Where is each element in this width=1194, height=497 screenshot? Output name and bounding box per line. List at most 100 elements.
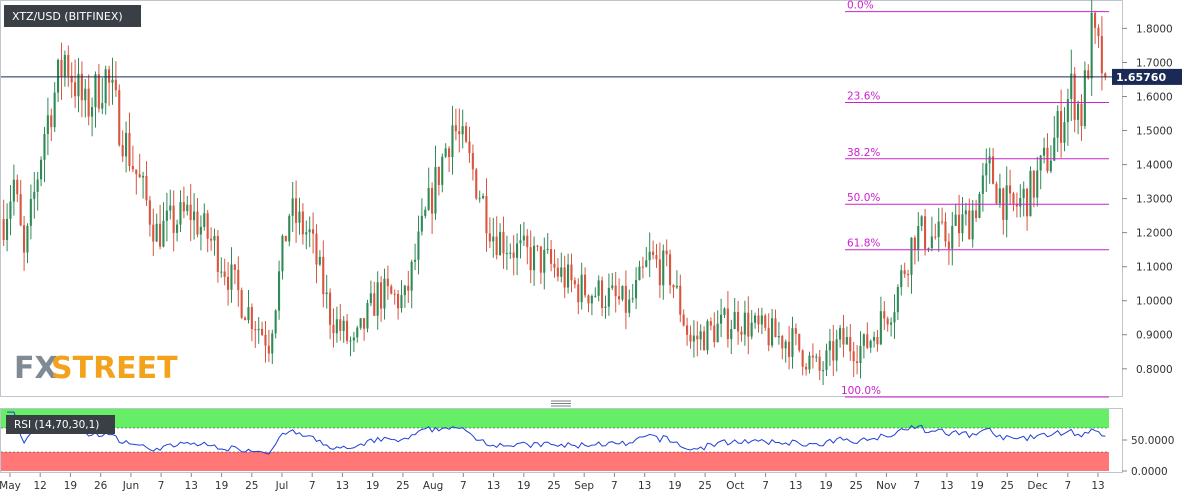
candle-body (533, 245, 536, 271)
candle-body (652, 251, 655, 255)
candle-body (825, 350, 828, 371)
candle-body (1063, 122, 1066, 143)
candle-body (2, 219, 5, 240)
time-tick-label: Nov (876, 480, 897, 492)
candle-body (1070, 73, 1073, 99)
fib-level-label: 23.6% (847, 91, 880, 103)
candle-body (363, 318, 366, 329)
candle-body (584, 274, 587, 296)
candle-body (9, 201, 12, 219)
candle-body (696, 335, 699, 340)
candle-body (380, 282, 383, 309)
candle-body (60, 59, 63, 77)
candle-body (80, 73, 83, 101)
candle-body (1046, 147, 1049, 172)
candle-body (189, 204, 192, 221)
candle-body (730, 329, 733, 340)
candle-body (1012, 193, 1015, 204)
candle-body (318, 256, 321, 265)
candle-body (522, 235, 525, 241)
candle-body (278, 271, 281, 311)
candle-body (675, 285, 678, 288)
time-tick-label: Jul (275, 480, 289, 492)
candle-body (988, 156, 991, 164)
candle-body (352, 337, 355, 341)
candle-body (94, 74, 97, 108)
candle-body (913, 237, 916, 250)
candle-body (91, 107, 94, 117)
candle-body (250, 307, 253, 330)
candle-body (655, 255, 658, 260)
candle-body (1090, 12, 1093, 79)
candle-body (645, 260, 648, 267)
time-tick-label: 19 (668, 480, 681, 492)
price-tick-label: 1.8000 (1136, 23, 1173, 35)
candle-body (835, 339, 838, 361)
candle-body (29, 199, 32, 226)
time-tick-label: 7 (913, 480, 920, 492)
candle-body (335, 319, 338, 334)
candle-body (927, 248, 930, 250)
candle-body (169, 205, 172, 211)
candle-body (444, 148, 447, 157)
candle-body (995, 183, 998, 204)
candle-body (301, 211, 304, 235)
candle-body (920, 216, 923, 226)
time-tick-label: 25 (245, 480, 258, 492)
candle-body (689, 334, 692, 342)
candle-body (1022, 188, 1025, 198)
rsi-label-box[interactable]: RSI (14,70,30,1) (6, 415, 115, 434)
candle-body (257, 328, 260, 331)
candle-body (512, 252, 515, 258)
candle-body (539, 246, 542, 273)
candle-body (1066, 99, 1069, 123)
time-tick-label: 7 (762, 480, 769, 492)
candle-body (128, 132, 131, 166)
candle-body (196, 211, 199, 235)
candle-body (366, 303, 369, 329)
candle-body (937, 221, 940, 238)
candle-body (808, 355, 811, 370)
time-tick-label: 7 (158, 480, 165, 492)
candle-body (1080, 103, 1083, 127)
candle-body (890, 322, 893, 325)
candle-body (998, 188, 1001, 204)
candle-body (101, 103, 104, 109)
candle-body (148, 200, 151, 225)
candle-body (1015, 203, 1018, 207)
candle-body (869, 340, 872, 348)
candle-body (386, 278, 389, 287)
price-tag: 1.65760 (1112, 68, 1182, 85)
candle-body (570, 264, 573, 281)
candle-body (77, 73, 80, 97)
symbol-label-box[interactable]: XTZ/USD (BITFINEX) (4, 5, 141, 27)
candle-body (767, 327, 770, 346)
candle-body (478, 198, 481, 200)
candle-body (611, 285, 614, 288)
candle-body (186, 204, 189, 212)
candle-body (111, 79, 114, 83)
candle-body (284, 235, 287, 242)
candle-body (329, 292, 332, 325)
candle-body (618, 296, 621, 300)
candle-body (291, 198, 294, 216)
candle-body (322, 256, 325, 295)
candle-body (383, 278, 386, 309)
candle-body (852, 351, 855, 362)
candle-body (1049, 160, 1052, 172)
candle-body (1056, 111, 1059, 138)
time-tick-label: Aug (423, 480, 444, 492)
candle-body (6, 218, 9, 240)
candle-body (842, 328, 845, 345)
candle-body (254, 329, 257, 331)
candle-body (193, 211, 196, 221)
candle-body (604, 306, 607, 308)
candle-body (791, 328, 794, 357)
pane-resize-handle[interactable] (551, 400, 571, 407)
candle-body (142, 175, 145, 178)
rsi-oversold-zone (1, 452, 1109, 471)
rsi-series (7, 411, 1106, 455)
rsi-axis: 50.0000 0.0000 (1122, 435, 1174, 478)
candle-body (131, 166, 134, 170)
